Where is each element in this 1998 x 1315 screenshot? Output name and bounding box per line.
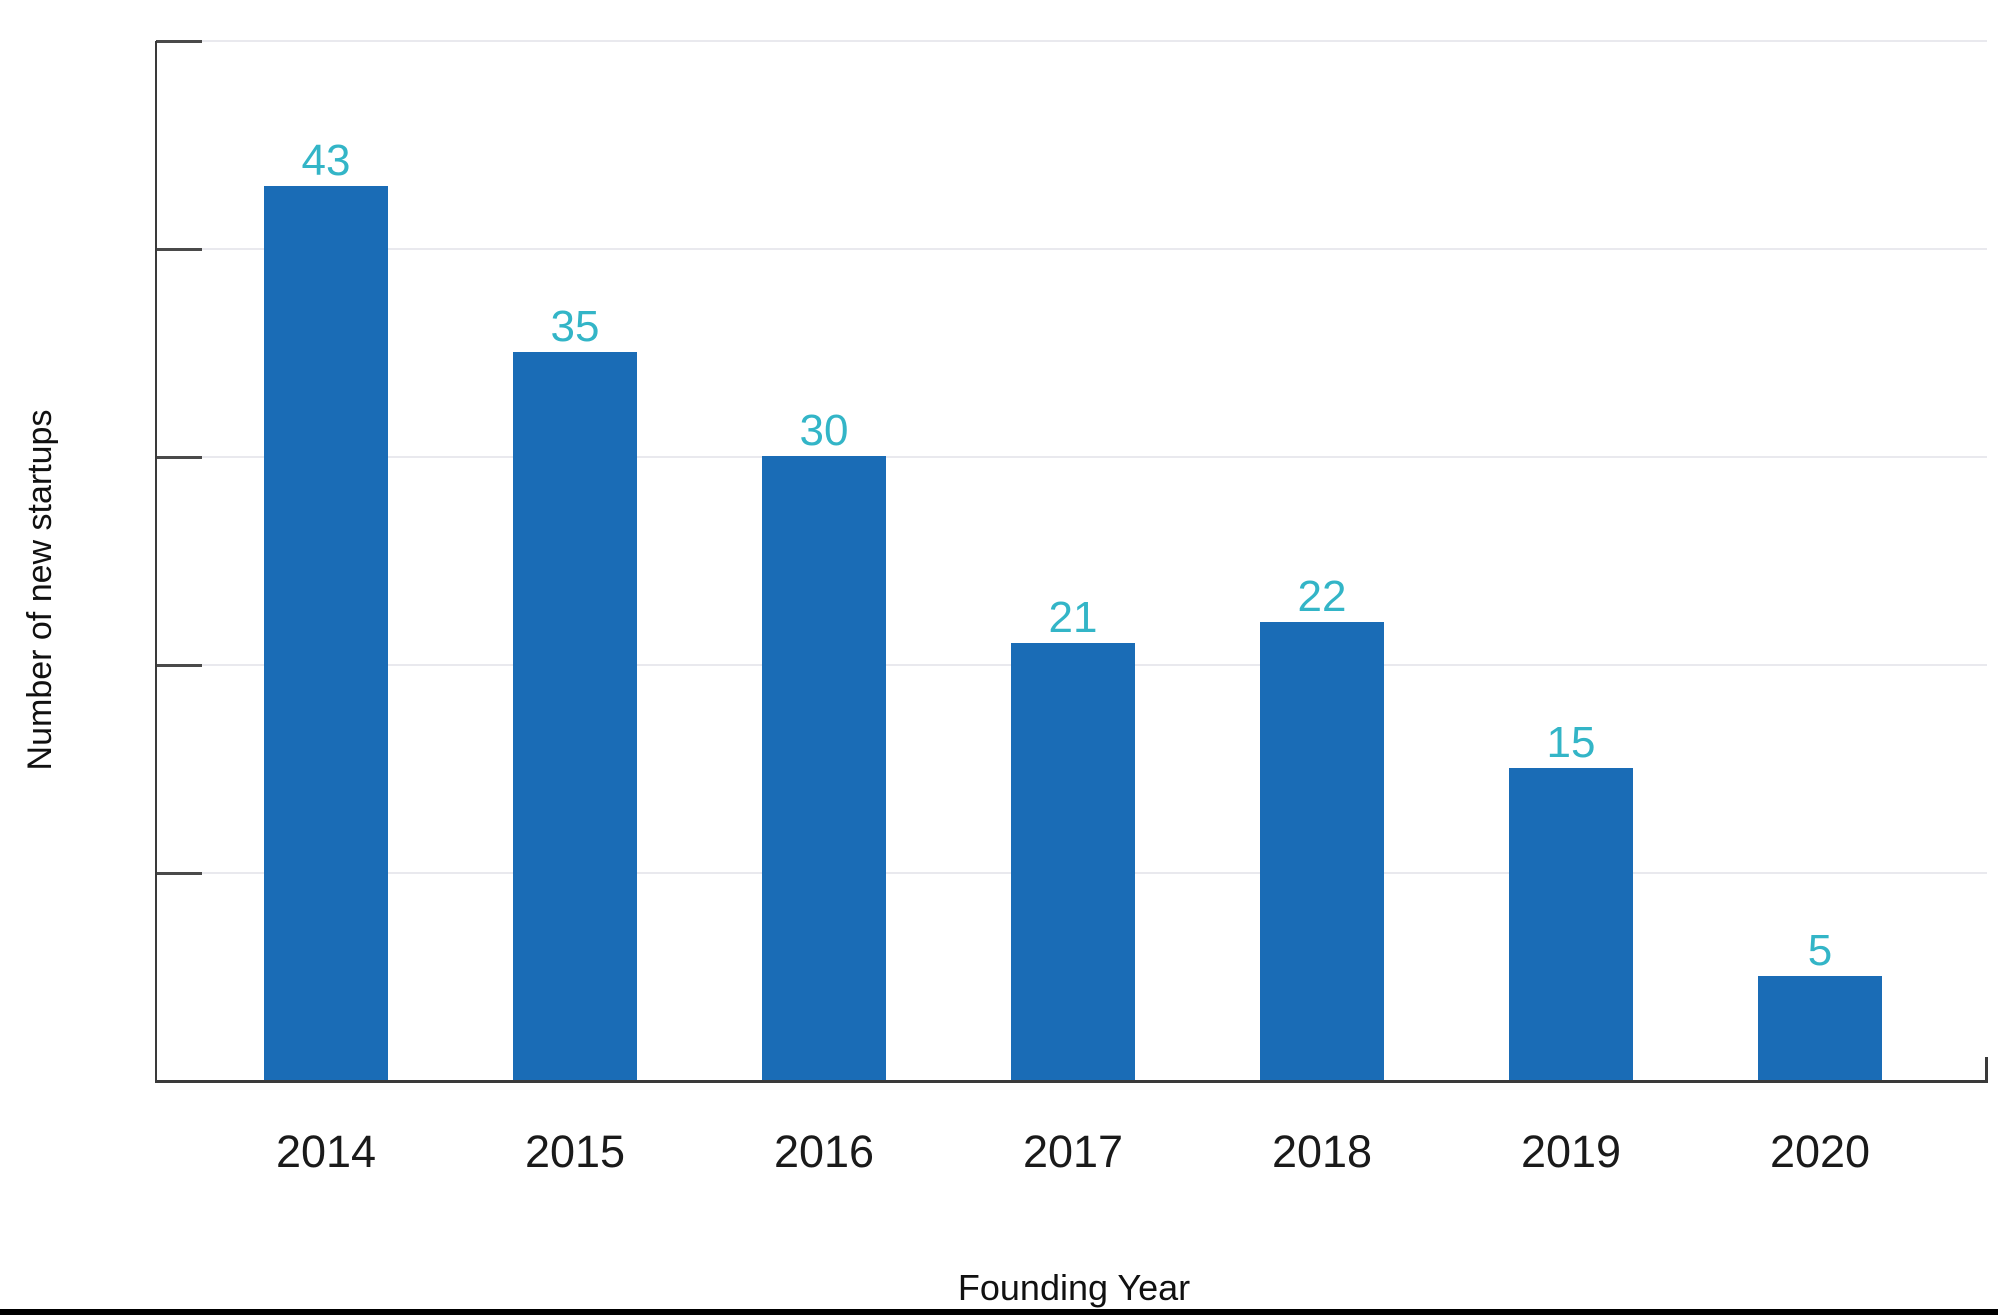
x-axis-line: [155, 1080, 1988, 1083]
x-axis-title: Founding Year: [957, 1267, 1191, 1308]
y-axis-tick: [156, 664, 202, 667]
y-axis-tick: [156, 456, 202, 459]
x-tick-label: 2017: [1022, 1126, 1124, 1177]
bar-2016: [762, 456, 886, 1080]
bar-value-label: 21: [1048, 593, 1098, 642]
y-axis-tick: [156, 248, 202, 251]
x-axis-right-cap: [1985, 1057, 1988, 1083]
bar-2018: [1260, 622, 1384, 1080]
bar-value-label: 5: [1807, 926, 1833, 975]
x-tick-label: 2020: [1769, 1126, 1871, 1177]
window-bottom-border: [0, 1309, 1998, 1315]
bar-value-label: 43: [301, 136, 351, 185]
x-tick-label: 2019: [1520, 1126, 1622, 1177]
bar-value-label: 15: [1546, 718, 1596, 767]
y-axis-tick: [156, 872, 202, 875]
y-axis-line: [155, 41, 157, 1083]
bar-2019: [1509, 768, 1633, 1080]
bar-2020: [1758, 976, 1882, 1080]
bar-2015: [513, 352, 637, 1080]
bar-value-label: 35: [550, 302, 600, 351]
y-axis-tick: [156, 40, 202, 43]
bar-2017: [1011, 643, 1135, 1080]
y-axis-title: Number of new startups: [21, 409, 59, 771]
x-tick-label: 2014: [275, 1126, 377, 1177]
x-tick-label: 2018: [1271, 1126, 1373, 1177]
x-tick-label: 2015: [524, 1126, 626, 1177]
y-gridline: [156, 456, 1987, 458]
y-gridline: [156, 248, 1987, 250]
x-tick-label: 2016: [773, 1126, 875, 1177]
bar-value-label: 30: [799, 406, 849, 455]
y-gridline: [156, 40, 1987, 42]
bar-2014: [264, 186, 388, 1080]
bar-value-label: 22: [1297, 572, 1347, 621]
